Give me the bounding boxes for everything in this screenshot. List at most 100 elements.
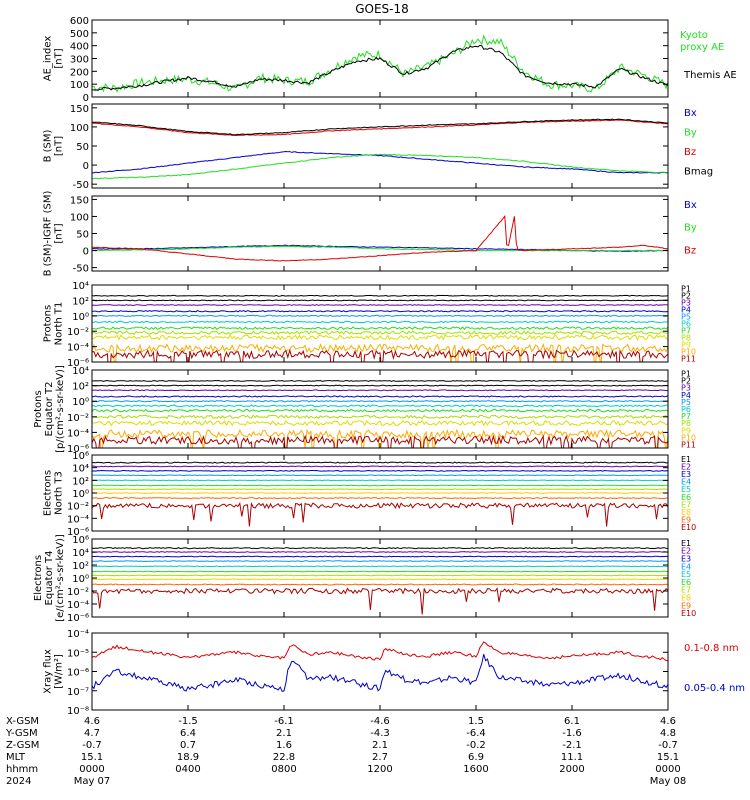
ytick-label: 10⁰: [72, 312, 89, 323]
legend-entry: E8: [681, 594, 691, 603]
footer-value: 1600: [463, 764, 488, 775]
footer-value: 0.7: [180, 740, 196, 751]
legend-entry: E7: [681, 500, 691, 509]
series-line-0-05-0-4-nm: [92, 654, 668, 692]
ytick-label: 10²: [72, 296, 89, 307]
series-line-bz: [92, 215, 668, 262]
figure-title: GOES-18: [355, 2, 409, 16]
plot-area-xray: [92, 641, 668, 692]
channel-line-p8: [92, 414, 668, 420]
ylabel-line: B (SM)-IGRF (SM): [43, 191, 54, 277]
plot-area-bsm: [92, 118, 668, 180]
channel-line-p6: [92, 320, 668, 324]
channel-line-p4: [92, 310, 668, 313]
ytick-label: 10⁰: [72, 574, 89, 585]
channel-line-e7: [92, 488, 668, 491]
channel-line-p7: [92, 408, 668, 413]
footer-value: 2.1: [276, 728, 292, 739]
legend-entry: P8: [681, 419, 691, 428]
ytick-label: 10⁻⁶: [67, 444, 89, 455]
channel-line-e6: [92, 484, 668, 487]
legend-entry: P4: [681, 306, 691, 315]
footer-value: 1.5: [468, 716, 484, 727]
footer-value: 22.8: [273, 752, 295, 763]
series-line-bz: [92, 119, 668, 137]
legend-entry: Kyoto: [680, 30, 708, 41]
channel-line-p11: [92, 434, 668, 448]
ytick-label: 10⁻²: [67, 413, 89, 424]
channel-line-p4: [92, 395, 668, 398]
legend-entry: P3: [681, 299, 691, 308]
footer-value: 4.6: [84, 716, 100, 727]
panel-p_eq: 10⁻⁶ 10⁻⁴ 10⁻² 10⁰ 10² 10⁴ Protons Equator T2 [p…: [33, 365, 696, 455]
ylabel-line: B (SM): [43, 129, 54, 162]
ylabel-line: Electrons: [43, 470, 54, 516]
footer-value: -6.4: [466, 728, 486, 739]
ytick-label: 10⁴: [72, 366, 89, 377]
footer-value: -2.1: [562, 740, 582, 751]
channel-line-p1: [92, 294, 668, 297]
legend-entry: E8: [681, 508, 691, 517]
panel-bsm: -50 0 50 100 150 B (SM) [nT] Bx By Bz Bmag: [43, 103, 713, 191]
legend-entry: Themis AE: [683, 70, 737, 81]
footer-value: 2.7: [372, 752, 388, 763]
channel-line-e3: [92, 555, 668, 558]
legend-entry: E7: [681, 586, 691, 595]
legend-entry: P10: [681, 433, 696, 442]
footer-value: 11.1: [561, 752, 583, 763]
ylabel-line: North T3: [54, 471, 65, 515]
footer-value: -0.7: [82, 740, 102, 751]
channel-line-e2: [92, 465, 668, 468]
channel-line-e1: [92, 547, 668, 550]
legend-entry: P9: [681, 341, 691, 350]
legend-entry: E4: [681, 478, 691, 487]
legend-entry: E1: [681, 539, 691, 548]
series-line-themis-ae: [92, 44, 668, 91]
footer-value: 1200: [367, 764, 392, 775]
frame-bigrf: [91, 195, 669, 272]
legend-entry: By: [684, 128, 697, 139]
legend-entry: E9: [681, 601, 691, 610]
ylabel-line: [nT]: [54, 48, 65, 68]
footer-value: 15.1: [81, 752, 103, 763]
series-line-bmag: [92, 118, 668, 136]
legend-entry: E3: [681, 555, 691, 564]
ytick-label: 150: [70, 195, 89, 206]
series-line-kyoto-proxy-ae: [92, 34, 668, 93]
channel-line-e10: [92, 501, 668, 527]
ytick-label: 10⁻⁴: [67, 514, 89, 525]
frame-p_north: [91, 284, 669, 363]
channel-line-e2: [92, 551, 668, 553]
channel-line-e5: [92, 565, 668, 568]
legend-entry: By: [684, 223, 697, 234]
footer-value: 4.8: [660, 728, 676, 739]
footer-value: 6.1: [564, 716, 580, 727]
frame-xray: [91, 632, 669, 711]
channel-line-e10: [92, 587, 668, 615]
ytick-label: 10⁴: [72, 464, 89, 475]
ytick-label: 10⁻⁴: [67, 600, 89, 611]
ylabel-line: Equator T2: [44, 382, 55, 437]
ylabel-line: North T1: [54, 302, 65, 346]
footer-row-label: Y-GSM: [5, 728, 38, 739]
ytick-label: 0: [83, 161, 89, 172]
panel-e_eq: 10⁻⁶ 10⁻⁴ 10⁻² 10⁰ 10² 10⁴ 10⁶ Electrons Equator…: [33, 534, 696, 624]
footer-value: -1.5: [178, 716, 198, 727]
plot-area-bigrf: [92, 215, 668, 262]
channel-line-e8: [92, 578, 668, 581]
legend-entry: P8: [681, 334, 691, 343]
ytick-label: 10⁻⁶: [67, 668, 89, 679]
ytick-label: 100: [70, 123, 89, 134]
footer-row-label: X-GSM: [6, 716, 39, 727]
legend-entry: P3: [681, 384, 691, 393]
ylabel-line: Equator T4: [44, 551, 55, 606]
ephemeris-footer: X-GSM 4.6 -1.5 -6.1 -4.6 1.5 6.1 4.6 Y-GSM 4.7 6.4…: [5, 716, 686, 787]
ytick-label: 10⁶: [72, 451, 89, 462]
footer-value: 4.6: [660, 716, 676, 727]
ytick-label: 10⁻⁷: [67, 687, 89, 698]
channel-line-p1: [92, 379, 668, 382]
